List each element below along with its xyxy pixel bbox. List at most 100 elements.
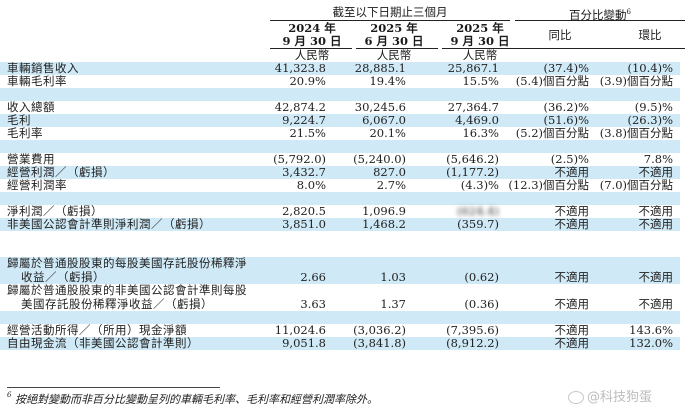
value-2024q3: 9,051.8 <box>282 336 326 350</box>
col-3-year: 2025 年 <box>456 21 504 35</box>
value-2024q3: (5,792.0) <box>273 152 326 166</box>
value-2025q2: 1,096.9 <box>362 204 406 218</box>
value-yoy: (51.6)% <box>543 113 589 127</box>
period-title: 截至以下日期止三個月 <box>332 5 448 19</box>
value-yoy: 不適用 <box>554 270 590 284</box>
watermark-text: @科技狗蛋 <box>587 390 653 405</box>
period-divider <box>270 20 510 21</box>
value-2025q2: 6,067.0 <box>362 113 406 127</box>
spacer-row <box>0 311 680 324</box>
value-qoq: 不適用 <box>638 217 674 231</box>
value-2025q3: 27,364.7 <box>447 100 499 114</box>
value-yoy: (12.3)個百分點 <box>508 178 589 192</box>
row-label: 毛利 <box>7 113 31 127</box>
spacer-row <box>0 231 680 244</box>
value-2024q3: 3,432.7 <box>282 165 326 179</box>
table-row: 經營利潤率 8.0% 2.7% (4.3)% (12.3)個百分點 (7.0)個… <box>0 179 680 192</box>
row-label: 淨利潤／（虧損） <box>7 204 103 218</box>
value-2025q2: 19.4% <box>369 74 406 88</box>
value-qoq: 143.6% <box>629 323 673 337</box>
row-label: 毛利率 <box>7 126 43 140</box>
value-yoy: 不適用 <box>554 336 590 350</box>
watermark: @科技狗蛋 <box>568 386 652 405</box>
value-2024q3: 9,224.7 <box>282 113 326 127</box>
value-2025q2: 20.1% <box>369 126 406 140</box>
value-qoq: (3.9)個百分點 <box>599 74 673 88</box>
row-label-continued: 美國存託股份稀釋淨收益／（虧損） <box>21 297 213 311</box>
value-2025q2: 1.03 <box>380 270 406 284</box>
table-row: 自由現金流（非美國公認會計準則） 9,051.8 (3,841.8) (8,91… <box>0 337 680 350</box>
change-title: 百分比變動6 <box>515 6 685 22</box>
table-row: 毛利率 21.5% 20.1% 16.3% (5.2)個百分點 (3.8)個百分… <box>0 127 680 140</box>
value-qoq: 不適用 <box>638 165 674 179</box>
value-qoq: (10.4)% <box>627 61 673 75</box>
value-2025q3: (0.62) <box>464 270 499 284</box>
value-qoq: 不適用 <box>638 270 674 284</box>
date-divider-2 <box>356 48 438 49</box>
col-header-3: 2025 年 9 月 30 日 <box>440 22 520 48</box>
col-1-currency: 人民幣 <box>294 48 330 62</box>
value-2025q2: 1.37 <box>380 297 406 311</box>
value-2025q2: (3,036.2) <box>353 323 406 337</box>
table-row: 淨利潤／（虧損） 2,820.5 1,096.9 (624.4) 不適用 不適用 <box>0 205 680 218</box>
value-2024q3: 41,323.8 <box>274 61 326 75</box>
value-2025q3: (359.7) <box>457 217 499 231</box>
value-yoy: 不適用 <box>554 297 590 311</box>
row-label: 歸屬於普通股股東的每股美國存託股份稀釋淨 <box>7 256 247 270</box>
value-2025q2: (5,240.0) <box>353 152 406 166</box>
row-label: 營業費用 <box>7 152 55 166</box>
value-2024q3: 2.66 <box>300 270 326 284</box>
col-3-date: 9 月 30 日 <box>450 34 510 48</box>
row-label: 自由現金流（非美國公認會計準則） <box>7 336 199 350</box>
footnote-mark: 6 <box>626 8 631 16</box>
footnote-text: 按絕對變動而非百分比變動呈列的車輛毛利率、毛利率和經營利潤率除外。 <box>14 393 378 406</box>
col-2-date: 6 月 30 日 <box>364 34 424 48</box>
col-1-date: 9 月 30 日 <box>282 34 342 48</box>
row-label: 車輛毛利率 <box>7 74 67 88</box>
value-qoq: 7.8% <box>643 152 673 166</box>
value-qoq: 132.0% <box>629 336 673 350</box>
table-row: 非美國公認會計準則淨利潤／（虧損） 3,851.0 1,468.2 (359.7… <box>0 218 680 231</box>
value-2025q3: 4,469.0 <box>455 113 499 127</box>
col-3-currency: 人民幣 <box>462 48 498 62</box>
row-label-continued: 收益／（虧損） <box>21 270 105 284</box>
table-row: 營業費用 (5,792.0) (5,240.0) (5,646.2) (2.5)… <box>0 153 680 166</box>
value-2025q3: (8,912.2) <box>446 336 499 350</box>
value-yoy: (5.2)個百分點 <box>515 126 589 140</box>
value-qoq: (9.5)% <box>634 100 673 114</box>
value-qoq: 不適用 <box>638 297 674 311</box>
footnote: 6 按絕對變動而非百分比變動呈列的車輛毛利率、毛利率和經營利潤率除外。 <box>7 391 378 407</box>
date-divider-1 <box>270 48 352 49</box>
value-2025q2: 30,245.6 <box>354 100 406 114</box>
row-label: 歸屬於普通股股東的非美國公認會計準則每股 <box>7 283 247 297</box>
col-2-year: 2025 年 <box>370 21 418 35</box>
value-2025q3: 16.3% <box>462 126 499 140</box>
value-2024q3: 42,874.2 <box>274 100 326 114</box>
value-2025q2: 28,885.1 <box>354 61 406 75</box>
col-2-currency: 人民幣 <box>376 48 412 62</box>
value-yoy: (2.5)% <box>550 152 589 166</box>
value-2025q3: (0.36) <box>464 297 499 311</box>
value-2025q3: (1,177.2) <box>446 165 499 179</box>
table-row: 經營利潤／（虧損） 3,432.7 827.0 (1,177.2) 不適用 不適… <box>0 166 680 179</box>
value-yoy: 不適用 <box>554 204 590 218</box>
value-2025q3: (7,395.6) <box>446 323 499 337</box>
value-2024q3: 2,820.5 <box>282 204 326 218</box>
table-row: 毛利 9,224.7 6,067.0 4,469.0 (51.6)% (26.3… <box>0 114 680 127</box>
footnote-number: 6 <box>7 391 12 399</box>
row-label: 經營活動所得／（所用）現金淨額 <box>7 323 187 337</box>
change-divider <box>515 20 685 21</box>
col-header-1: 2024 年 9 月 30 日 <box>272 22 352 48</box>
value-qoq: (26.3)% <box>627 113 673 127</box>
value-yoy: (36.2)% <box>543 100 589 114</box>
value-2024q3: 3.63 <box>300 297 326 311</box>
value-2025q3: (5,646.2) <box>446 152 499 166</box>
table-row: 歸屬於普通股股東的每股美國存託股份稀釋淨 收益／（虧損） 2.66 1.03 (… <box>0 257 680 284</box>
value-2025q2: 1,468.2 <box>362 217 406 231</box>
spacer-row <box>0 140 680 153</box>
table-row: 收入總額 42,874.2 30,245.6 27,364.7 (36.2)% … <box>0 101 680 114</box>
col-1-year: 2024 年 <box>288 21 336 35</box>
value-qoq: 不適用 <box>638 204 674 218</box>
qoq-header: 環比 <box>638 28 662 42</box>
